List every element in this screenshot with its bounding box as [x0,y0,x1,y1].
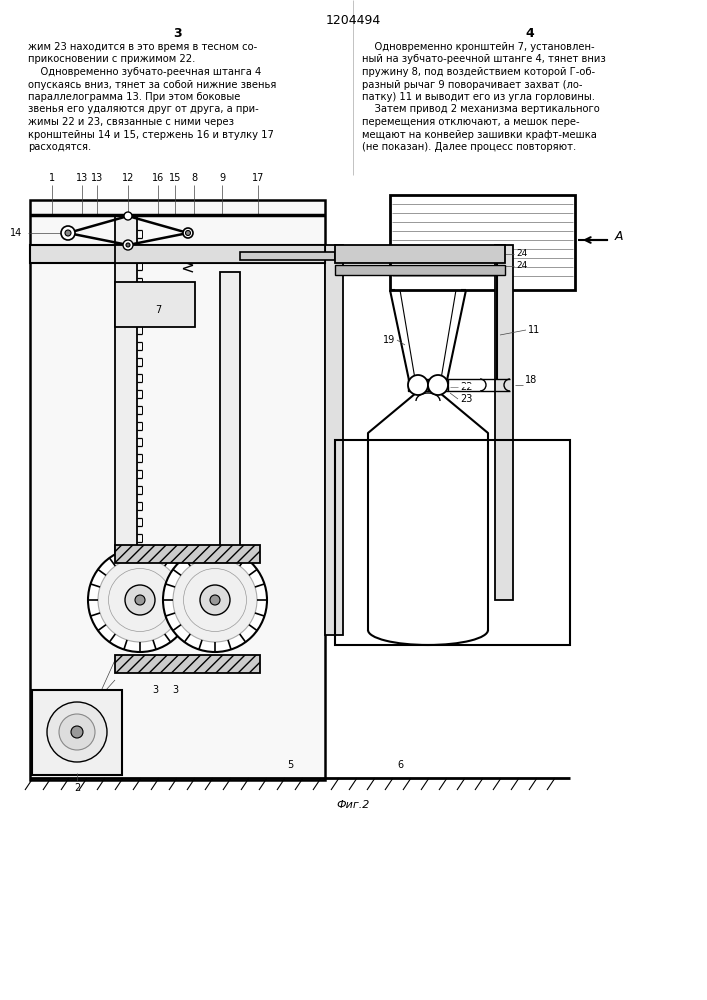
Text: 11: 11 [528,325,540,335]
Text: пружину 8, под воздействием которой Г-об-: пружину 8, под воздействием которой Г-об… [362,67,595,77]
Text: 16: 16 [152,173,164,183]
Text: 24: 24 [516,249,527,258]
Bar [335,440,570,645]
Text: 4: 4 [525,27,534,40]
Circle shape [210,595,220,605]
Text: A: A [615,231,624,243]
Circle shape [71,726,83,738]
Text: 22: 22 [460,382,472,392]
Bar [335,265,505,275]
Bar [220,272,240,632]
Text: 13: 13 [76,173,88,183]
Text: патку) 11 и выводит его из угла горловины.: патку) 11 и выводит его из угла горловин… [362,92,595,102]
Text: перемещения отключают, а мешок пере-: перемещения отключают, а мешок пере- [362,117,580,127]
Text: (не показан). Далее процесс повторяют.: (не показан). Далее процесс повторяют. [362,142,576,152]
Text: 2: 2 [74,783,80,793]
Text: расходятся.: расходятся. [28,142,91,152]
Circle shape [408,375,428,395]
Circle shape [126,243,130,247]
Circle shape [61,226,75,240]
Circle shape [123,240,133,250]
Text: 9: 9 [219,173,225,183]
Text: разный рычаг 9 поворачивает захват (ло-: разный рычаг 9 поворачивает захват (ло- [362,80,583,90]
Text: 14: 14 [10,228,22,238]
Text: мещают на конвейер зашивки крафт-мешка: мещают на конвейер зашивки крафт-мешка [362,129,597,139]
Bar [240,252,335,260]
Text: опускаясь вниз, тянет за собой нижние звенья: опускаясь вниз, тянет за собой нижние зв… [28,80,276,90]
Bar [115,215,137,635]
Text: 15: 15 [169,173,181,183]
Text: 12: 12 [122,173,134,183]
Bar [115,545,260,563]
Circle shape [173,558,257,642]
Text: 3: 3 [173,27,181,40]
Bar [115,282,195,327]
Text: 6: 6 [397,760,403,770]
Bar [325,245,343,635]
Bar [115,655,260,673]
Circle shape [65,230,71,236]
Circle shape [183,228,193,238]
Text: кронштейны 14 и 15, стержень 16 и втулку 17: кронштейны 14 и 15, стержень 16 и втулку… [28,129,274,139]
Text: жим 23 находится в это время в тесном со-: жим 23 находится в это время в тесном со… [28,42,257,52]
Circle shape [125,585,155,615]
Circle shape [163,548,267,652]
Circle shape [200,585,230,615]
Bar [31,201,324,779]
Text: 8: 8 [191,173,197,183]
Text: 7: 7 [155,305,161,315]
Text: звенья его удаляются друг от друга, а при-: звенья его удаляются друг от друга, а пр… [28,104,259,114]
Bar [495,245,513,600]
Text: 13: 13 [91,173,103,183]
Bar [335,245,505,263]
Circle shape [88,548,192,652]
Text: прикосновении с прижимом 22.: прикосновении с прижимом 22. [28,54,195,64]
Text: 1: 1 [49,173,55,183]
Text: 3: 3 [172,685,178,695]
Text: 23: 23 [460,394,472,404]
Text: ный на зубчато-реечной штанге 4, тянет вниз: ный на зубчато-реечной штанге 4, тянет в… [362,54,606,64]
Circle shape [124,212,132,220]
Circle shape [59,714,95,750]
Bar [390,195,575,290]
Bar [428,379,448,391]
Text: Одновременно кронштейн 7, установлен-: Одновременно кронштейн 7, установлен- [362,42,595,52]
Circle shape [135,595,145,605]
Circle shape [47,702,107,762]
Bar [32,690,122,775]
Bar [30,200,325,780]
Circle shape [428,375,448,395]
Circle shape [185,231,190,235]
Circle shape [98,558,182,642]
Bar [115,245,325,263]
Text: 24: 24 [516,261,527,270]
Text: 1204494: 1204494 [325,14,380,27]
Text: 18: 18 [525,375,537,385]
Text: жимы 22 и 23, связанные с ними через: жимы 22 и 23, связанные с ними через [28,117,234,127]
Bar [408,379,428,391]
Bar [30,245,325,263]
Text: Одновременно зубчато-реечная штанга 4: Одновременно зубчато-реечная штанга 4 [28,67,262,77]
Text: Затем привод 2 механизма вертикального: Затем привод 2 механизма вертикального [362,104,600,114]
Text: 5: 5 [287,760,293,770]
Text: 17: 17 [252,173,264,183]
Text: 3: 3 [152,685,158,695]
Text: 4: 4 [87,705,93,715]
Text: 19: 19 [382,335,395,345]
Text: Фиг.2: Фиг.2 [337,800,370,810]
Text: параллелограмма 13. При этом боковые: параллелограмма 13. При этом боковые [28,92,240,102]
